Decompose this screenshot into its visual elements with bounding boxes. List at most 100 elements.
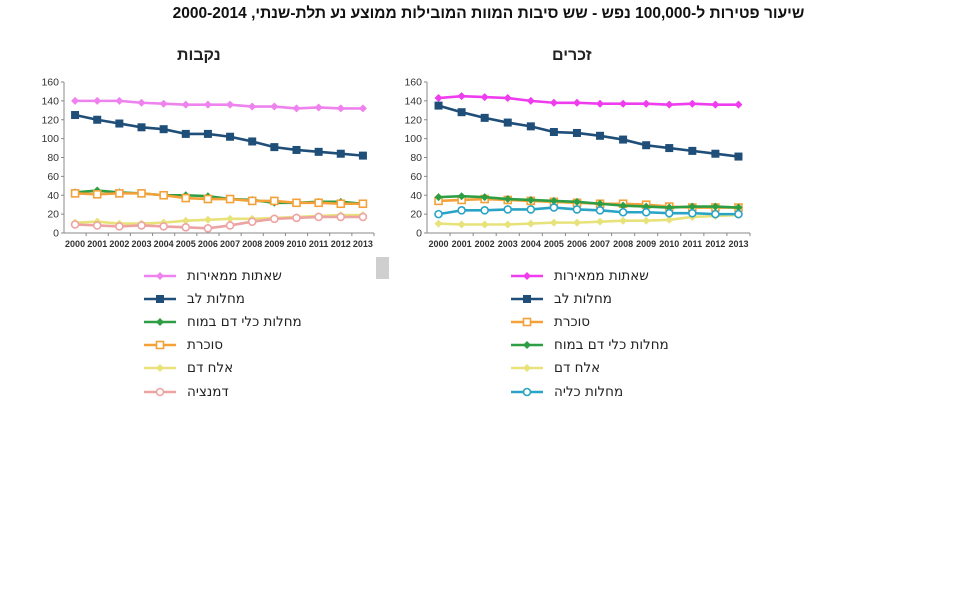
series-3 — [70, 189, 368, 209]
data-point — [526, 205, 536, 214]
data-point — [549, 196, 558, 205]
legend-marker — [522, 317, 532, 327]
data-point — [596, 99, 605, 108]
legend-item: מחלות כלי דם במוח — [143, 310, 302, 333]
legend-marker — [156, 271, 164, 280]
data-point — [159, 222, 168, 231]
series-line — [438, 194, 739, 209]
data-point — [711, 149, 720, 158]
series-5 — [70, 212, 368, 233]
legend-label: אלח דם — [554, 360, 601, 377]
legend-item: מחלות כלי דם במוח — [510, 334, 669, 357]
data-point — [336, 199, 346, 209]
data-point — [665, 100, 674, 109]
legend-item: סוכרת — [510, 310, 669, 333]
data-point — [270, 214, 279, 224]
data-point — [665, 144, 674, 153]
x-tick-label: 2010 — [286, 239, 306, 249]
data-point — [70, 220, 80, 229]
y-tick-label: 0 — [53, 228, 59, 240]
legend-marker — [156, 294, 164, 303]
data-point — [641, 207, 651, 217]
series-1 — [434, 101, 743, 161]
data-point — [503, 220, 512, 229]
data-point — [619, 216, 628, 225]
x-tick-label: 2009 — [264, 239, 284, 249]
data-point — [596, 217, 605, 226]
x-tick-label: 2008 — [613, 239, 633, 249]
y-tick-label: 140 — [41, 95, 59, 107]
x-tick-label: 2005 — [176, 239, 196, 249]
x-tick-label: 2013 — [353, 239, 373, 249]
data-point — [434, 219, 443, 228]
data-point — [503, 94, 512, 103]
chart-title-females: נקבות — [177, 47, 221, 64]
data-point — [203, 223, 213, 233]
data-point — [572, 98, 581, 107]
data-point — [457, 206, 466, 215]
legend-item: מחלות לב — [510, 287, 669, 310]
legend-swatch — [511, 317, 543, 327]
data-point — [292, 198, 301, 208]
legend-marker — [523, 294, 531, 303]
data-point — [619, 99, 628, 108]
data-point — [181, 193, 191, 203]
x-tick-label: 2002 — [109, 239, 129, 249]
y-tick-label: 40 — [410, 190, 422, 202]
legend-label: מחלות לב — [554, 290, 612, 307]
y-tick-label: 100 — [41, 133, 59, 145]
legend-marker — [522, 387, 532, 396]
x-tick-label: 2007 — [590, 239, 610, 249]
data-point — [270, 102, 279, 111]
series-0 — [434, 92, 743, 109]
data-point — [596, 199, 605, 208]
data-point — [358, 151, 367, 160]
legend-swatch — [144, 294, 176, 303]
data-point — [203, 194, 213, 204]
data-point — [434, 101, 443, 110]
data-point — [314, 147, 323, 156]
y-tick-label: 80 — [410, 152, 422, 164]
data-point — [526, 96, 535, 105]
data-point — [734, 152, 743, 161]
data-point — [181, 223, 191, 232]
data-point — [688, 146, 697, 155]
legend-label: מחלות לב — [187, 290, 245, 307]
data-point — [618, 207, 628, 217]
data-point — [203, 129, 212, 138]
data-point — [665, 215, 674, 224]
data-point — [457, 192, 466, 201]
data-point — [159, 190, 168, 200]
data-point — [642, 141, 651, 150]
legend-label: שאתות ממאירות — [187, 267, 282, 284]
legend-label: מחלות כלי דם במוח — [187, 313, 302, 330]
x-tick-label: 2001 — [452, 239, 472, 249]
data-point — [734, 209, 743, 219]
data-point — [457, 108, 466, 117]
data-point — [181, 100, 190, 109]
data-point — [70, 189, 80, 198]
legend-item: אלח דם — [510, 357, 669, 380]
legend-marker — [156, 364, 164, 373]
data-point — [503, 205, 513, 214]
legend-swatch — [144, 340, 176, 350]
data-point — [711, 100, 720, 109]
data-point — [358, 212, 368, 222]
x-tick-label: 2003 — [498, 239, 518, 249]
legend-label: אלח דם — [187, 360, 234, 377]
data-point — [159, 125, 168, 134]
y-tick-label: 120 — [41, 114, 59, 126]
x-tick-label: 2006 — [567, 239, 587, 249]
data-point — [203, 100, 212, 109]
data-point — [549, 98, 558, 107]
x-tick-label: 2010 — [659, 239, 679, 249]
data-point — [71, 96, 80, 105]
chart-title-males: זכרים — [552, 47, 592, 64]
data-point — [92, 221, 102, 230]
data-point — [115, 189, 124, 198]
x-tick-label: 2001 — [87, 239, 107, 249]
data-point — [549, 218, 558, 227]
data-point — [572, 205, 582, 214]
scrollbar-thumb[interactable] — [376, 257, 389, 279]
